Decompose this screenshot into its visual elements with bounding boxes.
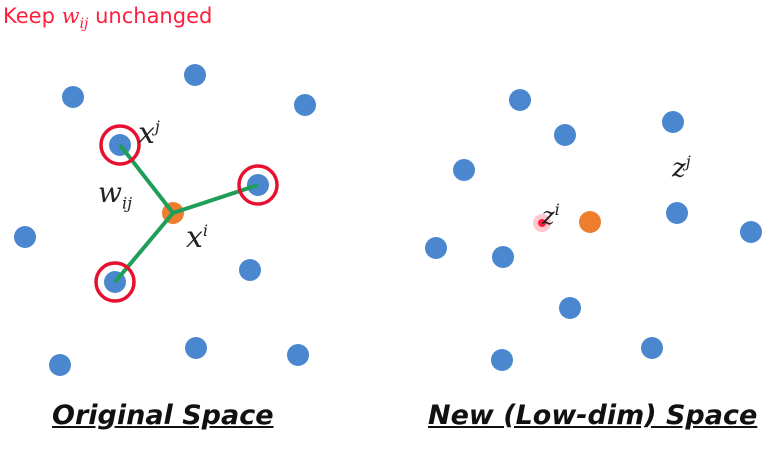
neighbor-edges [113,143,259,284]
point [554,124,576,146]
pointer-dot [538,219,546,227]
header-weight-subscript: ij [79,16,89,33]
point [666,202,688,224]
point [492,246,514,268]
point [662,111,684,133]
neighbor-ring [99,124,141,166]
header-weight-symbol: wij [61,4,89,33]
point [287,344,309,366]
label-zj: zj [672,152,691,184]
header-text: Keep wij unchanged [3,4,212,32]
point [294,94,316,116]
point [641,337,663,359]
neighbor-edge [118,143,175,215]
point [740,221,762,243]
point [14,226,36,248]
neighbor-rings [94,124,279,303]
point [509,89,531,111]
point [425,237,447,259]
label-xj: xj [138,116,160,151]
point [184,64,206,86]
center-point-zi [579,211,601,233]
header-suffix: unchanged [95,4,213,28]
caption-low-dim-space: New (Low-dim) Space [428,400,758,431]
point [62,86,84,108]
neighbor-edge [113,211,175,284]
point [185,337,207,359]
neighbor-ring [94,261,136,303]
label-zi: zi [542,200,560,230]
header-prefix: Keep [3,4,55,28]
caption-original-space: Original Space [52,400,274,431]
neighbor-ring [237,164,279,206]
point [239,259,261,281]
label-xi: xi [186,220,209,255]
label-wij: wij [98,176,133,213]
neighbor-edge [172,183,259,215]
point [491,349,513,371]
low-dim-space-points [425,89,762,371]
point [453,159,475,181]
point [49,354,71,376]
point [559,297,581,319]
